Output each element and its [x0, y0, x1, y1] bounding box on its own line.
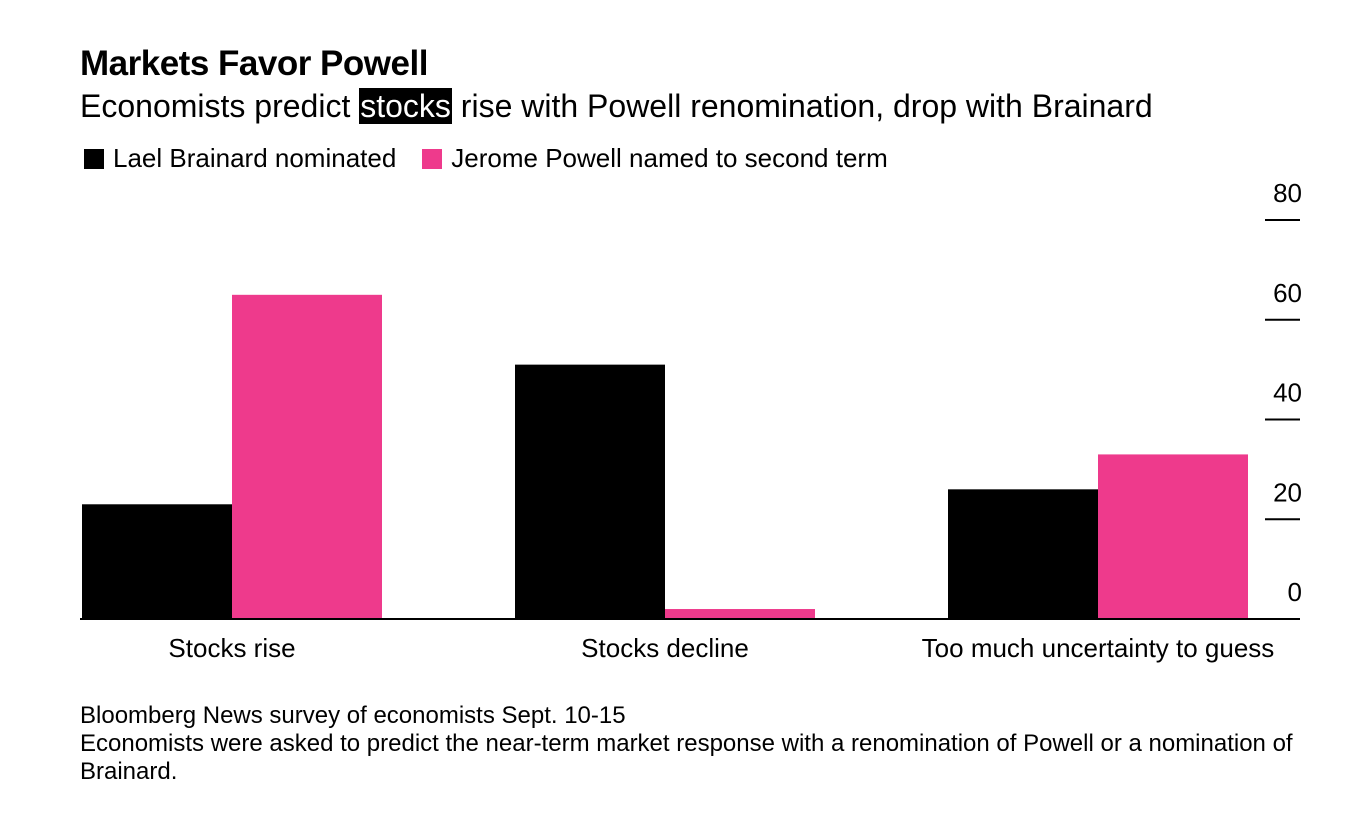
- legend-label-powell: Jerome Powell named to second term: [451, 143, 888, 173]
- chart-footnote: Bloomberg News survey of economists Sept…: [80, 702, 1310, 786]
- chart-subtitle: Economists predict stocks rise with Powe…: [80, 88, 1153, 125]
- x-tick-label-2: Too much uncertainty to guess: [922, 633, 1275, 663]
- y-tick-label-3: 60: [1273, 278, 1302, 308]
- bar-chart: Stocks rise Stocks decline Too much uncert…: [80, 178, 1302, 663]
- y-tick-label-1: 20: [1273, 477, 1302, 507]
- bar-powell-1: [665, 609, 815, 619]
- footnote-source: Bloomberg News survey of economists Sept…: [80, 702, 626, 729]
- x-tick-label-0: Stocks rise: [168, 633, 295, 663]
- bar-powell-2: [1098, 454, 1248, 619]
- bar-powell-0: [232, 294, 382, 619]
- legend-swatch-powell: [422, 148, 443, 169]
- y-tick-label-0: 0: [1288, 577, 1302, 607]
- subtitle-text-after: rise with Powell renomination, drop with…: [451, 88, 1153, 124]
- chart-title: Markets Favor Powell: [80, 44, 428, 83]
- legend-label-brainard: Lael Brainard nominated: [113, 143, 397, 173]
- x-tick-label-1: Stocks decline: [581, 633, 749, 663]
- bar-brainard-2: [948, 489, 1098, 619]
- bar-brainard-0: [82, 504, 232, 619]
- bar-brainard-1: [515, 364, 665, 619]
- y-tick-label-2: 40: [1273, 378, 1302, 408]
- subtitle-text-before: Economists predict: [80, 88, 360, 124]
- subtitle-highlight: stocks: [359, 88, 452, 124]
- y-tick-label-4: 80: [1273, 178, 1302, 208]
- chart-legend: Lael Brainard nominated Jerome Powell na…: [84, 143, 914, 174]
- legend-item-brainard: Lael Brainard nominated: [84, 143, 396, 174]
- footnote-note: Economists were asked to predict the nea…: [80, 730, 1293, 785]
- legend-swatch-brainard: [84, 148, 104, 169]
- legend-item-powell: Jerome Powell named to second term: [422, 143, 888, 174]
